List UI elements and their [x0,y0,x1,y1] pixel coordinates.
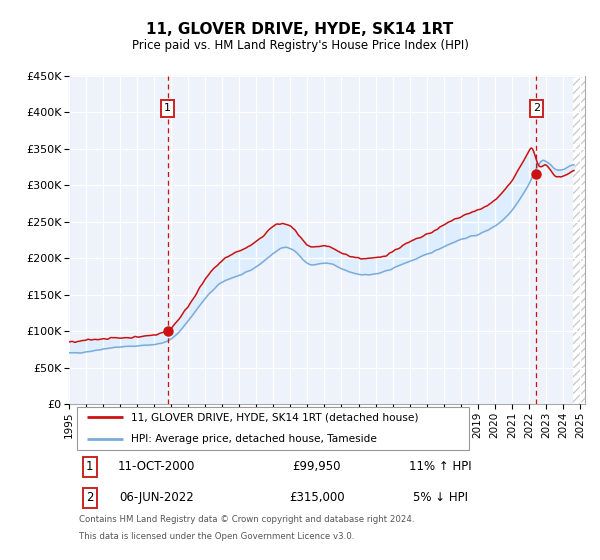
Text: 11, GLOVER DRIVE, HYDE, SK14 1RT (detached house): 11, GLOVER DRIVE, HYDE, SK14 1RT (detach… [131,412,418,422]
Text: 11-OCT-2000: 11-OCT-2000 [118,460,196,473]
Text: 1: 1 [164,104,171,114]
Text: 5% ↓ HPI: 5% ↓ HPI [413,491,468,504]
Text: Contains HM Land Registry data © Crown copyright and database right 2024.: Contains HM Land Registry data © Crown c… [79,515,415,524]
Text: 2: 2 [86,491,94,504]
Text: This data is licensed under the Open Government Licence v3.0.: This data is licensed under the Open Gov… [79,531,355,541]
Text: 06-JUN-2022: 06-JUN-2022 [119,491,194,504]
Bar [573,76,585,404]
Text: 1: 1 [86,460,94,473]
Text: £99,950: £99,950 [292,460,341,473]
Text: £315,000: £315,000 [289,491,344,504]
Text: HPI: Average price, detached house, Tameside: HPI: Average price, detached house, Tame… [131,435,377,445]
Text: 2: 2 [533,104,540,114]
FancyBboxPatch shape [77,407,469,450]
Text: 11% ↑ HPI: 11% ↑ HPI [409,460,472,473]
Text: 11, GLOVER DRIVE, HYDE, SK14 1RT: 11, GLOVER DRIVE, HYDE, SK14 1RT [146,22,454,38]
Text: Price paid vs. HM Land Registry's House Price Index (HPI): Price paid vs. HM Land Registry's House … [131,39,469,52]
Bar [573,76,585,404]
